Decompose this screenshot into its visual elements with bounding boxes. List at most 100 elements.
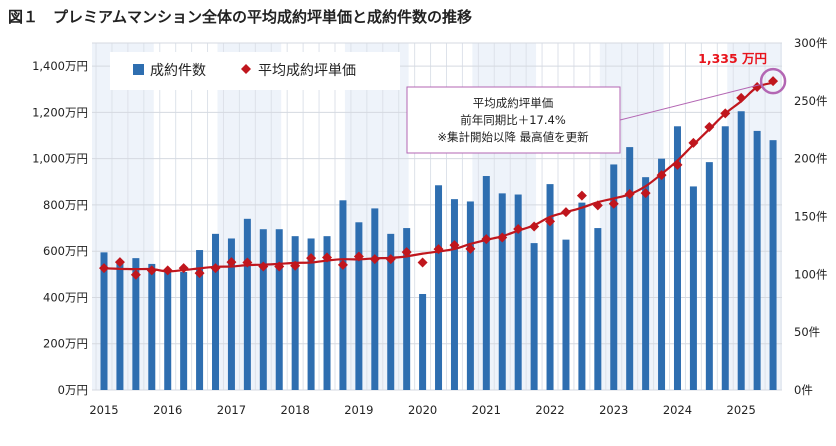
left-axis-tick-label: 1,200万円 xyxy=(32,105,88,119)
bar-count xyxy=(339,200,347,390)
bar-count xyxy=(212,233,220,390)
x-axis-tick-label: 2018 xyxy=(281,403,310,417)
legend-label-price: 平均成約坪単価 xyxy=(258,63,356,79)
bar-count xyxy=(530,243,538,390)
bar-count xyxy=(355,222,363,390)
price-marker xyxy=(560,207,571,218)
bar-count xyxy=(626,147,634,390)
price-marker xyxy=(736,92,747,103)
price-marker xyxy=(337,259,348,270)
bar-count xyxy=(594,228,602,390)
chart-title: 図１ プレミアムマンション全体の平均成約坪単価と成約件数の推移 xyxy=(8,8,472,26)
bar-count xyxy=(705,162,713,390)
price-marker xyxy=(353,251,364,262)
price-marker xyxy=(369,254,380,265)
bar-count xyxy=(259,229,267,390)
price-marker xyxy=(513,223,524,234)
left-axis-tick-label: 0万円 xyxy=(58,383,88,397)
bar-count xyxy=(482,176,490,390)
bar-count xyxy=(466,201,474,390)
bar-count xyxy=(721,126,729,390)
right-axis-tick-label: 150件 xyxy=(794,210,827,224)
price-marker xyxy=(640,188,651,199)
legend-box xyxy=(110,52,400,90)
price-marker xyxy=(481,234,492,245)
bar-count xyxy=(116,262,124,390)
bar-count xyxy=(227,238,235,390)
price-marker xyxy=(417,257,428,268)
bar-count xyxy=(435,185,443,390)
bar-count xyxy=(196,250,204,390)
bar-count xyxy=(673,126,681,390)
right-axis-tick-label: 200件 xyxy=(794,152,827,166)
legend-bar-swatch xyxy=(133,64,144,75)
bar-count xyxy=(291,236,299,390)
left-axis-tick-label: 400万円 xyxy=(43,290,88,304)
bar-count xyxy=(498,193,506,390)
x-axis-tick-label: 2015 xyxy=(89,403,118,417)
callout-text: 前年同期比＋17.4% xyxy=(460,113,566,127)
callout-text: 平均成約坪単価 xyxy=(473,96,554,110)
bar-count xyxy=(275,229,283,390)
right-axis-tick-label: 100件 xyxy=(794,267,827,281)
price-marker xyxy=(274,261,285,272)
price-marker xyxy=(449,240,460,251)
bar-count xyxy=(610,164,618,390)
bar-count xyxy=(387,233,395,390)
x-axis-tick-label: 2024 xyxy=(663,403,692,417)
bar-count xyxy=(100,252,108,390)
left-axis-tick-label: 600万円 xyxy=(43,244,88,258)
bar-count xyxy=(578,202,586,390)
bar-count xyxy=(243,218,251,390)
bar-count xyxy=(737,111,745,390)
price-marker xyxy=(688,137,699,148)
price-marker xyxy=(258,261,269,272)
bar-count xyxy=(307,238,315,390)
bar-count xyxy=(323,236,331,390)
x-axis-tick-label: 2020 xyxy=(408,403,437,417)
price-marker xyxy=(465,243,476,254)
legend-label-count: 成約件数 xyxy=(150,63,206,79)
bar-count xyxy=(658,158,666,390)
x-axis-tick-label: 2023 xyxy=(599,403,628,417)
callout-text: ※集計開始以降 最高値を更新 xyxy=(437,130,589,144)
price-marker xyxy=(401,247,412,258)
bar-count xyxy=(419,293,427,390)
bar-count xyxy=(546,184,554,390)
left-axis-tick-label: 1,000万円 xyxy=(32,152,88,166)
x-axis-tick-label: 2016 xyxy=(153,403,182,417)
price-marker xyxy=(194,268,205,279)
peak-highlight-circle xyxy=(759,67,787,95)
bar-count xyxy=(132,258,140,390)
bar-count xyxy=(642,177,650,390)
price-marker xyxy=(99,263,109,274)
price-marker xyxy=(146,265,157,276)
legend-marker-swatch xyxy=(241,64,251,74)
bar-count xyxy=(148,263,156,390)
bar-count xyxy=(769,140,777,390)
callout-connector xyxy=(619,83,763,121)
x-axis-tick-label: 2025 xyxy=(727,403,756,417)
right-axis-tick-label: 50件 xyxy=(794,325,820,339)
price-marker xyxy=(529,221,540,232)
callout-box xyxy=(406,86,621,154)
price-marker xyxy=(592,200,603,211)
price-marker xyxy=(545,216,556,227)
price-marker xyxy=(226,257,237,268)
price-marker xyxy=(624,189,635,200)
price-marker xyxy=(306,253,317,264)
bar-count xyxy=(689,186,697,390)
x-axis-tick-label: 2022 xyxy=(535,403,564,417)
bar-count xyxy=(403,228,411,390)
right-axis-tick-label: 300件 xyxy=(794,36,827,50)
x-axis-tick-label: 2019 xyxy=(344,403,373,417)
price-marker xyxy=(178,263,189,274)
bar-count xyxy=(164,269,172,390)
left-axis-tick-label: 200万円 xyxy=(43,337,88,351)
price-marker xyxy=(290,260,301,271)
price-marker xyxy=(242,257,253,268)
price-marker xyxy=(385,254,396,265)
price-marker xyxy=(656,170,667,181)
peak-value-label: 1,335 万円 xyxy=(698,51,767,66)
